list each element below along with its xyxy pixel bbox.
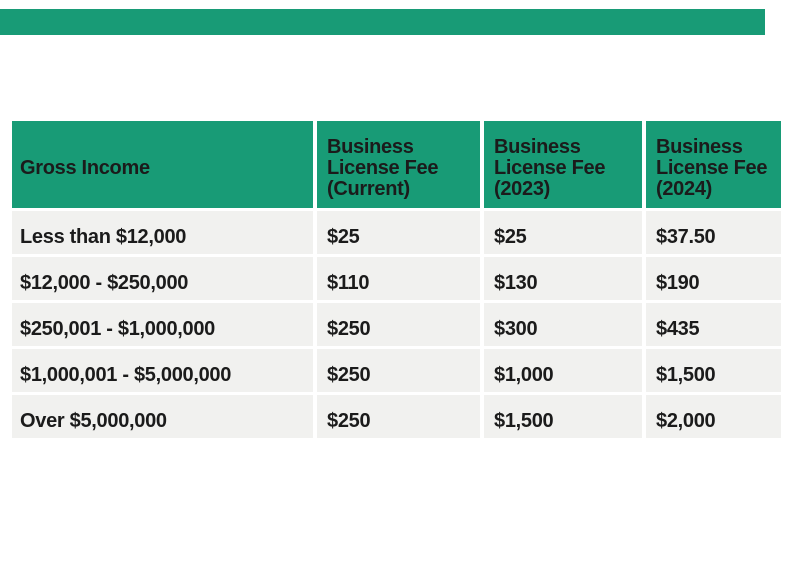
cell-fee-current: $250 — [317, 395, 480, 438]
column-header-gross-income: Gross Income — [12, 121, 313, 208]
cell-fee-2023: $130 — [484, 257, 642, 300]
cell-fee-2023: $25 — [484, 211, 642, 254]
cell-fee-2023: $300 — [484, 303, 642, 346]
column-header-fee-2024: Business License Fee (2024) — [646, 121, 781, 208]
column-header-fee-2023: Business License Fee (2023) — [484, 121, 642, 208]
cell-fee-current: $250 — [317, 303, 480, 346]
business-license-fee-table: Gross Income Business License Fee (Curre… — [8, 118, 785, 441]
cell-gross-income: Over $5,000,000 — [12, 395, 313, 438]
table-row: Over $5,000,000 $250 $1,500 $2,000 — [12, 395, 781, 438]
cell-fee-2023: $1,000 — [484, 349, 642, 392]
cell-gross-income: $1,000,001 - $5,000,000 — [12, 349, 313, 392]
cell-fee-current: $110 — [317, 257, 480, 300]
cell-fee-2023: $1,500 — [484, 395, 642, 438]
header-row: Gross Income Business License Fee (Curre… — [12, 121, 781, 208]
cell-fee-current: $25 — [317, 211, 480, 254]
cell-fee-current: $250 — [317, 349, 480, 392]
cell-fee-2024: $37.50 — [646, 211, 781, 254]
column-header-fee-current: Business License Fee (Current) — [317, 121, 480, 208]
table-row: $1,000,001 - $5,000,000 $250 $1,000 $1,5… — [12, 349, 781, 392]
cell-fee-2024: $1,500 — [646, 349, 781, 392]
cell-gross-income: $12,000 - $250,000 — [12, 257, 313, 300]
table-row: $250,001 - $1,000,000 $250 $300 $435 — [12, 303, 781, 346]
cell-gross-income: $250,001 - $1,000,000 — [12, 303, 313, 346]
table-row: $12,000 - $250,000 $110 $130 $190 — [12, 257, 781, 300]
cell-fee-2024: $2,000 — [646, 395, 781, 438]
top-accent-bar — [0, 9, 765, 35]
cell-fee-2024: $190 — [646, 257, 781, 300]
cell-gross-income: Less than $12,000 — [12, 211, 313, 254]
cell-fee-2024: $435 — [646, 303, 781, 346]
table-row: Less than $12,000 $25 $25 $37.50 — [12, 211, 781, 254]
